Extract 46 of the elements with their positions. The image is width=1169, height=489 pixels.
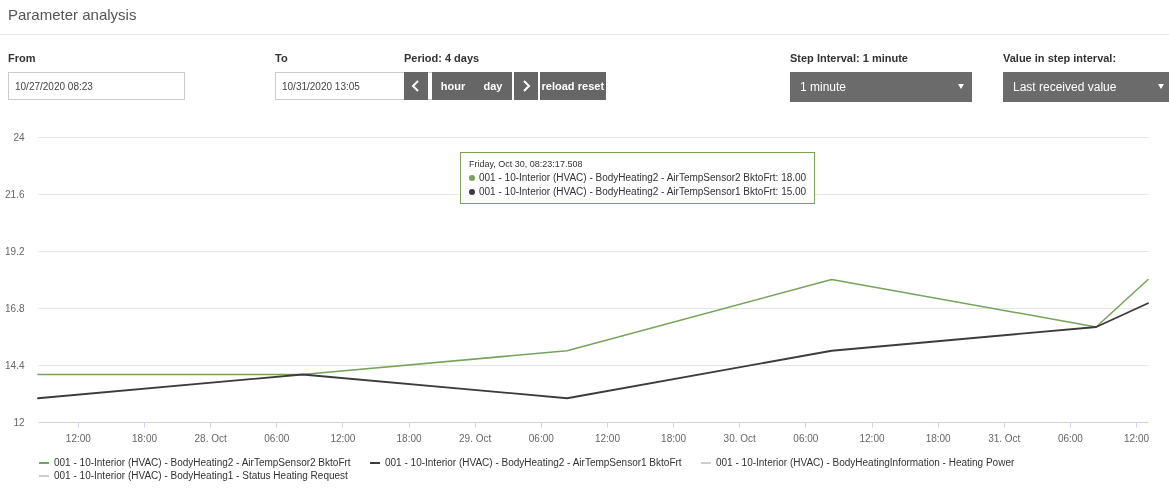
text: Value in step interval: bbox=[1003, 52, 1117, 64]
x-tick-label: 18:00 bbox=[925, 432, 952, 444]
x-tick-label: 29. Oct bbox=[459, 432, 492, 444]
legend-label: 001 - 10-Interior (HVAC) - BodyHeating2 - AirTempSensor1 BktoFrt bbox=[385, 457, 682, 468]
x-tick-label: 18:00 bbox=[661, 432, 687, 444]
chart-title: Parameter analysis bbox=[8, 6, 137, 23]
y-tick-label: 19.2 bbox=[5, 245, 25, 257]
line-series bbox=[37, 278, 1149, 376]
legend-label: 001 - 10-Interior (HVAC) - BodyHeating1 - Status Heating Request bbox=[54, 470, 349, 481]
annotation: 001 - 10-Interior (HVAC) - BodyHeating2 - AirTempSensor1 BktoFrt: 15.00 bbox=[478, 185, 807, 199]
x-tick-label: 18:00 bbox=[131, 432, 158, 444]
x-tick-label: 28. Oct bbox=[194, 432, 227, 444]
text: To bbox=[275, 52, 288, 64]
y-tick-label: 12 bbox=[13, 416, 25, 428]
text: From bbox=[8, 52, 36, 64]
text: 10/31/2020 13:05 bbox=[282, 81, 360, 92]
text: hour bbox=[432, 72, 474, 100]
x-tick-label: 12:00 bbox=[859, 432, 885, 444]
text: reload bbox=[540, 72, 576, 100]
x-tick-label: 18:00 bbox=[396, 432, 422, 444]
x-tick-label: 06:00 bbox=[528, 432, 555, 444]
text: Last received value bbox=[1003, 72, 1169, 102]
x-tick-label: 06:00 bbox=[1057, 432, 1084, 444]
x-tick-label: 12:00 bbox=[594, 432, 621, 444]
text: 1 minute bbox=[790, 72, 972, 102]
x-tick-label: 31. Oct bbox=[988, 432, 1021, 444]
text: Step Interval: 1 minute bbox=[790, 52, 908, 64]
y-tick-label: 14.4 bbox=[5, 359, 25, 371]
x-tick-label: 06:00 bbox=[264, 432, 290, 444]
legend-label: 001 - 10-Interior (HVAC) - BodyHeatingInformation - Heating Power bbox=[716, 457, 1015, 468]
x-tick-label: 12:00 bbox=[330, 432, 356, 444]
x-tick-label: 12:00 bbox=[65, 432, 92, 444]
text: Period: 4 days bbox=[404, 52, 480, 64]
annotation: Friday, Oct 30, 08:23:17.508 bbox=[469, 158, 584, 171]
x-tick-label: 30. Oct bbox=[723, 432, 757, 444]
legend-label: 001 - 10-Interior (HVAC) - BodyHeating2 - AirTempSensor2 BktoFrt bbox=[54, 457, 351, 468]
x-tick-label: 12:00 bbox=[1124, 432, 1150, 444]
text: 10/27/2020 08:23 bbox=[8, 72, 185, 100]
y-tick-label: 24 bbox=[13, 131, 25, 143]
x-tick-label: 06:00 bbox=[793, 432, 819, 444]
text: reset bbox=[576, 72, 606, 100]
text: day bbox=[474, 72, 512, 100]
y-tick-label: 16.8 bbox=[5, 302, 25, 314]
y-tick-label: 21.6 bbox=[5, 188, 25, 200]
annotation: 001 - 10-Interior (HVAC) - BodyHeating2 - AirTempSensor2 BktoFrt: 18.00 bbox=[478, 171, 807, 185]
line-series bbox=[37, 302, 1149, 400]
